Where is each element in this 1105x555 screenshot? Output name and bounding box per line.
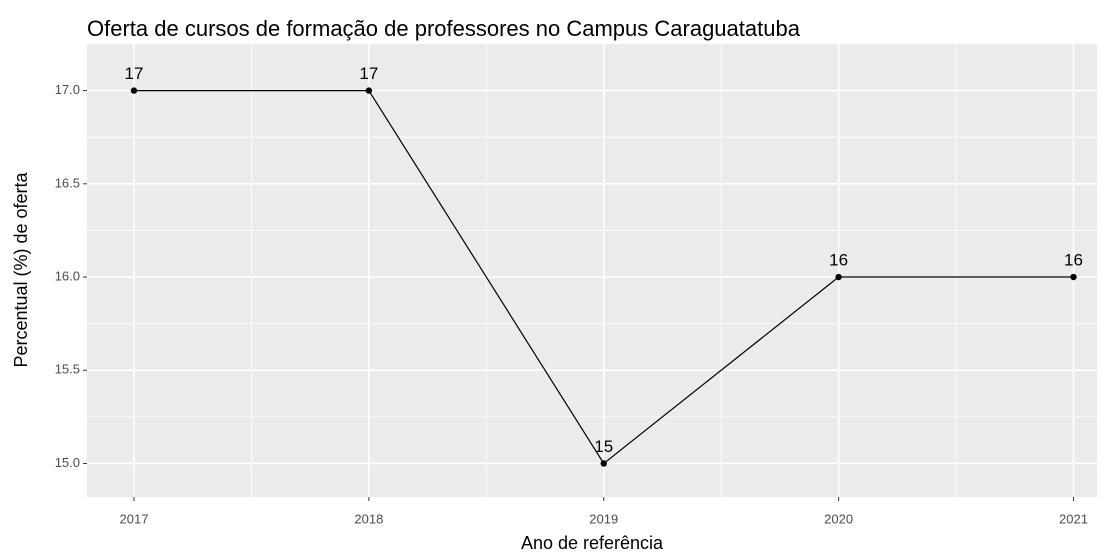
point [130,87,138,94]
y-tick-label: 15.0 [55,455,80,470]
chart-title: Oferta de cursos de formação de professo… [87,16,801,41]
data-label: 17 [359,64,378,83]
x-tick-label: 2020 [824,511,853,526]
x-tick-label: 2019 [589,511,618,526]
y-tick-label: 16.0 [55,268,80,283]
y-tick-label: 16.5 [55,175,80,190]
x-axis-label: Ano de referência [521,533,664,553]
point [1070,273,1077,281]
y-tick-label: 17.0 [55,82,80,97]
point [835,273,842,281]
y-axis-label: Percentual (%) de oferta [11,171,31,367]
data-label: 16 [829,251,848,270]
data-label: 16 [1064,251,1083,270]
data-label: 15 [594,437,613,456]
plot-panel [87,44,1097,497]
data-label: 17 [125,64,144,83]
x-tick-label: 2021 [1059,511,1088,526]
y-tick-label: 15.5 [55,362,80,377]
point [365,87,373,94]
x-tick-label: 2017 [120,511,149,526]
point [600,460,607,467]
x-tick-label: 2018 [354,511,383,526]
